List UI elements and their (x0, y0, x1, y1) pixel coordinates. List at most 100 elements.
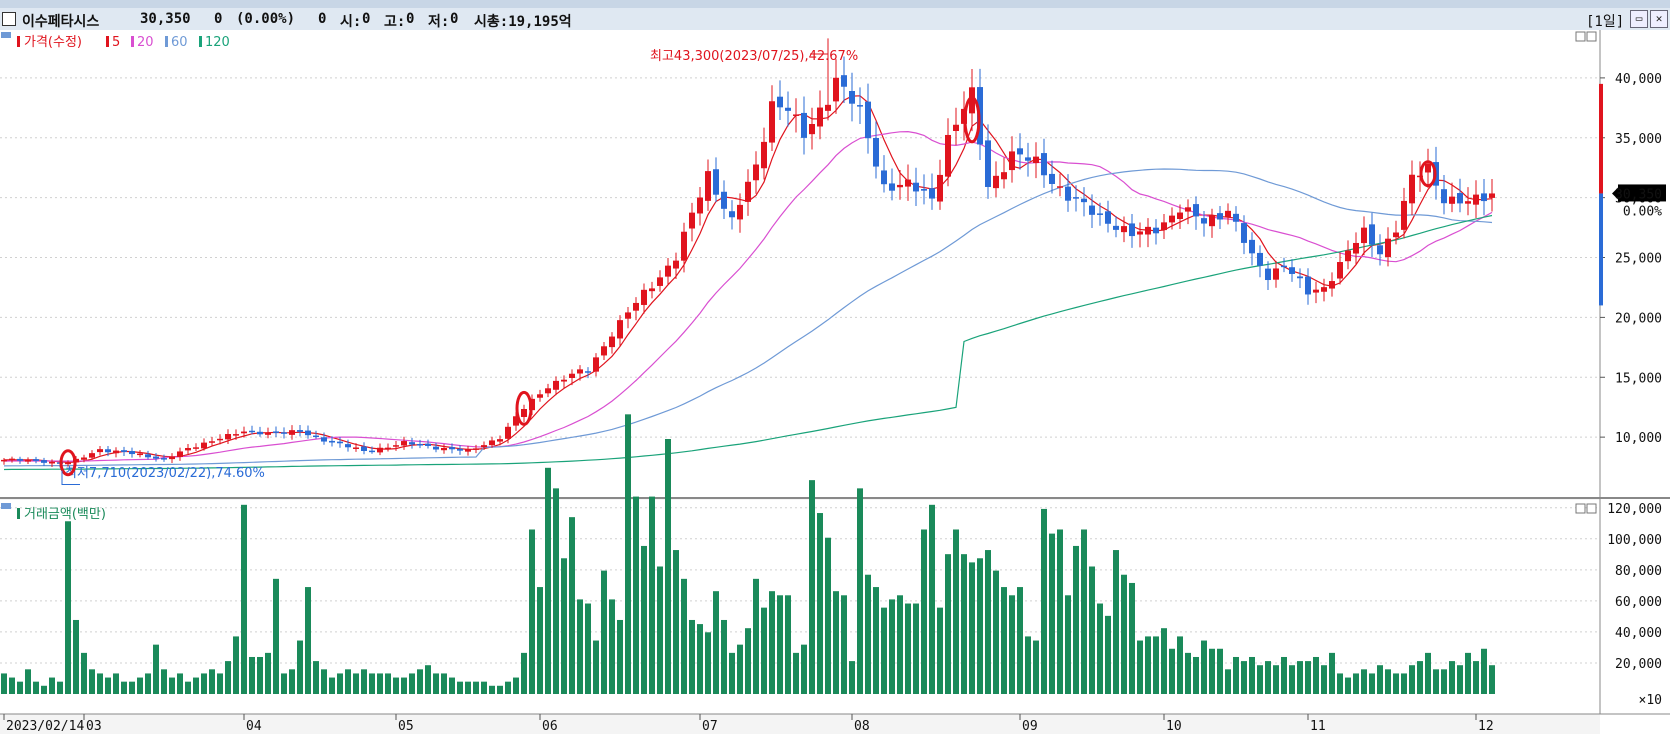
date-tick-label: 12 (1478, 719, 1494, 734)
candle-body (1489, 193, 1495, 198)
volume-panel-handle-icon[interactable] (1, 503, 11, 509)
volume-tick-label: 100,000 (1607, 533, 1662, 548)
volume-bar (825, 537, 831, 694)
volume-bar (641, 545, 647, 694)
volume-bar (41, 685, 47, 694)
volume-bar (1305, 661, 1311, 694)
candle-body (1345, 250, 1351, 262)
price-tick-label: 35,000 (1615, 132, 1662, 147)
candle-body (185, 447, 191, 451)
candle-body (1097, 213, 1103, 215)
candle-body (313, 435, 319, 438)
volume-bar (1401, 673, 1407, 694)
volume-bar (609, 599, 615, 694)
volume-bar (1297, 661, 1303, 694)
candle-body (713, 169, 719, 195)
volume-bar (185, 681, 191, 694)
candle-body (409, 442, 415, 445)
candle-body (1081, 198, 1087, 203)
volume-bar (849, 661, 855, 694)
candle-body (769, 101, 775, 143)
volume-bar (961, 554, 967, 694)
candle-body (665, 265, 671, 277)
volume-bar (1129, 582, 1135, 694)
candle-body (825, 104, 831, 111)
high-arrow-icon (810, 53, 829, 68)
volume-bar (921, 529, 927, 694)
volume-bar (665, 439, 671, 694)
candle-body (361, 446, 367, 451)
low-value: 0 (450, 11, 459, 27)
select-checkbox[interactable] (2, 12, 16, 26)
volume-bar (545, 467, 551, 694)
volume-bar (937, 607, 943, 694)
candle-body (1153, 227, 1159, 234)
volume-bar (1465, 652, 1471, 694)
candle-body (81, 457, 87, 460)
volume-panel-close-icon[interactable] (1586, 503, 1597, 514)
volume-bar (1385, 669, 1391, 694)
candle-body (369, 450, 375, 453)
panel-handle-icon[interactable] (1, 32, 11, 38)
candle-body (1473, 194, 1479, 205)
volume-bar (745, 628, 751, 694)
volume-bar (1433, 669, 1439, 694)
candle-body (497, 439, 503, 442)
date-tick-label: 09 (1022, 719, 1038, 734)
highlight-marker (59, 449, 77, 477)
candle-body (569, 373, 575, 379)
restore-icon[interactable]: ▭ (1630, 10, 1648, 28)
candle-body (489, 440, 495, 446)
volume-bar (1441, 669, 1447, 694)
volume-bar (929, 504, 935, 694)
volume-bar (361, 669, 367, 694)
candle-body (945, 134, 951, 177)
volume-bar (1249, 656, 1255, 694)
volume-bar (73, 619, 79, 694)
volume-legend: 거래금액(백만) (1, 503, 106, 522)
volume-bar (1145, 636, 1151, 694)
period-selector[interactable]: [1일] (1586, 14, 1625, 30)
candle-body (1185, 207, 1191, 212)
volume-bar (313, 661, 319, 694)
volume-panel-maximize-icon[interactable] (1575, 503, 1586, 514)
volume-bar (1361, 669, 1367, 694)
close-icon[interactable]: ✕ (1650, 10, 1668, 28)
volume-bar (25, 669, 31, 694)
volume-bar (841, 595, 847, 694)
volume-bar (1313, 656, 1319, 694)
candlestick-series (1, 38, 1495, 468)
volume-bar (241, 504, 247, 694)
candle-body (1353, 242, 1359, 254)
volume-bar (817, 513, 823, 694)
candle-body (1257, 252, 1263, 266)
candle-body (1401, 200, 1407, 230)
volume-legend-label: 거래금액(백만) (24, 507, 106, 522)
candle-body (1249, 239, 1255, 254)
candle-body (473, 448, 479, 450)
volume-bar (121, 681, 127, 694)
panel-close-icon[interactable] (1586, 31, 1597, 42)
volume-bar (1193, 656, 1199, 694)
volume-bar (1, 673, 7, 694)
candle-body (721, 191, 727, 209)
volume-panel-buttons (1575, 503, 1597, 514)
ma-legend-swatch (165, 36, 168, 47)
candle-body (337, 441, 343, 444)
volume-grid (0, 507, 1600, 664)
volume-bar (913, 603, 919, 694)
panel-maximize-icon[interactable] (1575, 31, 1586, 42)
volume-bar (697, 624, 703, 694)
candle-body (1161, 222, 1167, 231)
candle-body (321, 437, 327, 442)
volume-bar (833, 591, 839, 694)
volume-bar (1105, 615, 1111, 694)
candle-body (1217, 213, 1223, 220)
volume-bar (577, 599, 583, 694)
candle-body (561, 379, 567, 382)
candle-body (97, 449, 103, 453)
last-price-label: 30,350 (1615, 187, 1662, 202)
range-bar-up (1599, 83, 1603, 194)
volume-bar (9, 677, 15, 694)
candle-body (273, 431, 279, 433)
